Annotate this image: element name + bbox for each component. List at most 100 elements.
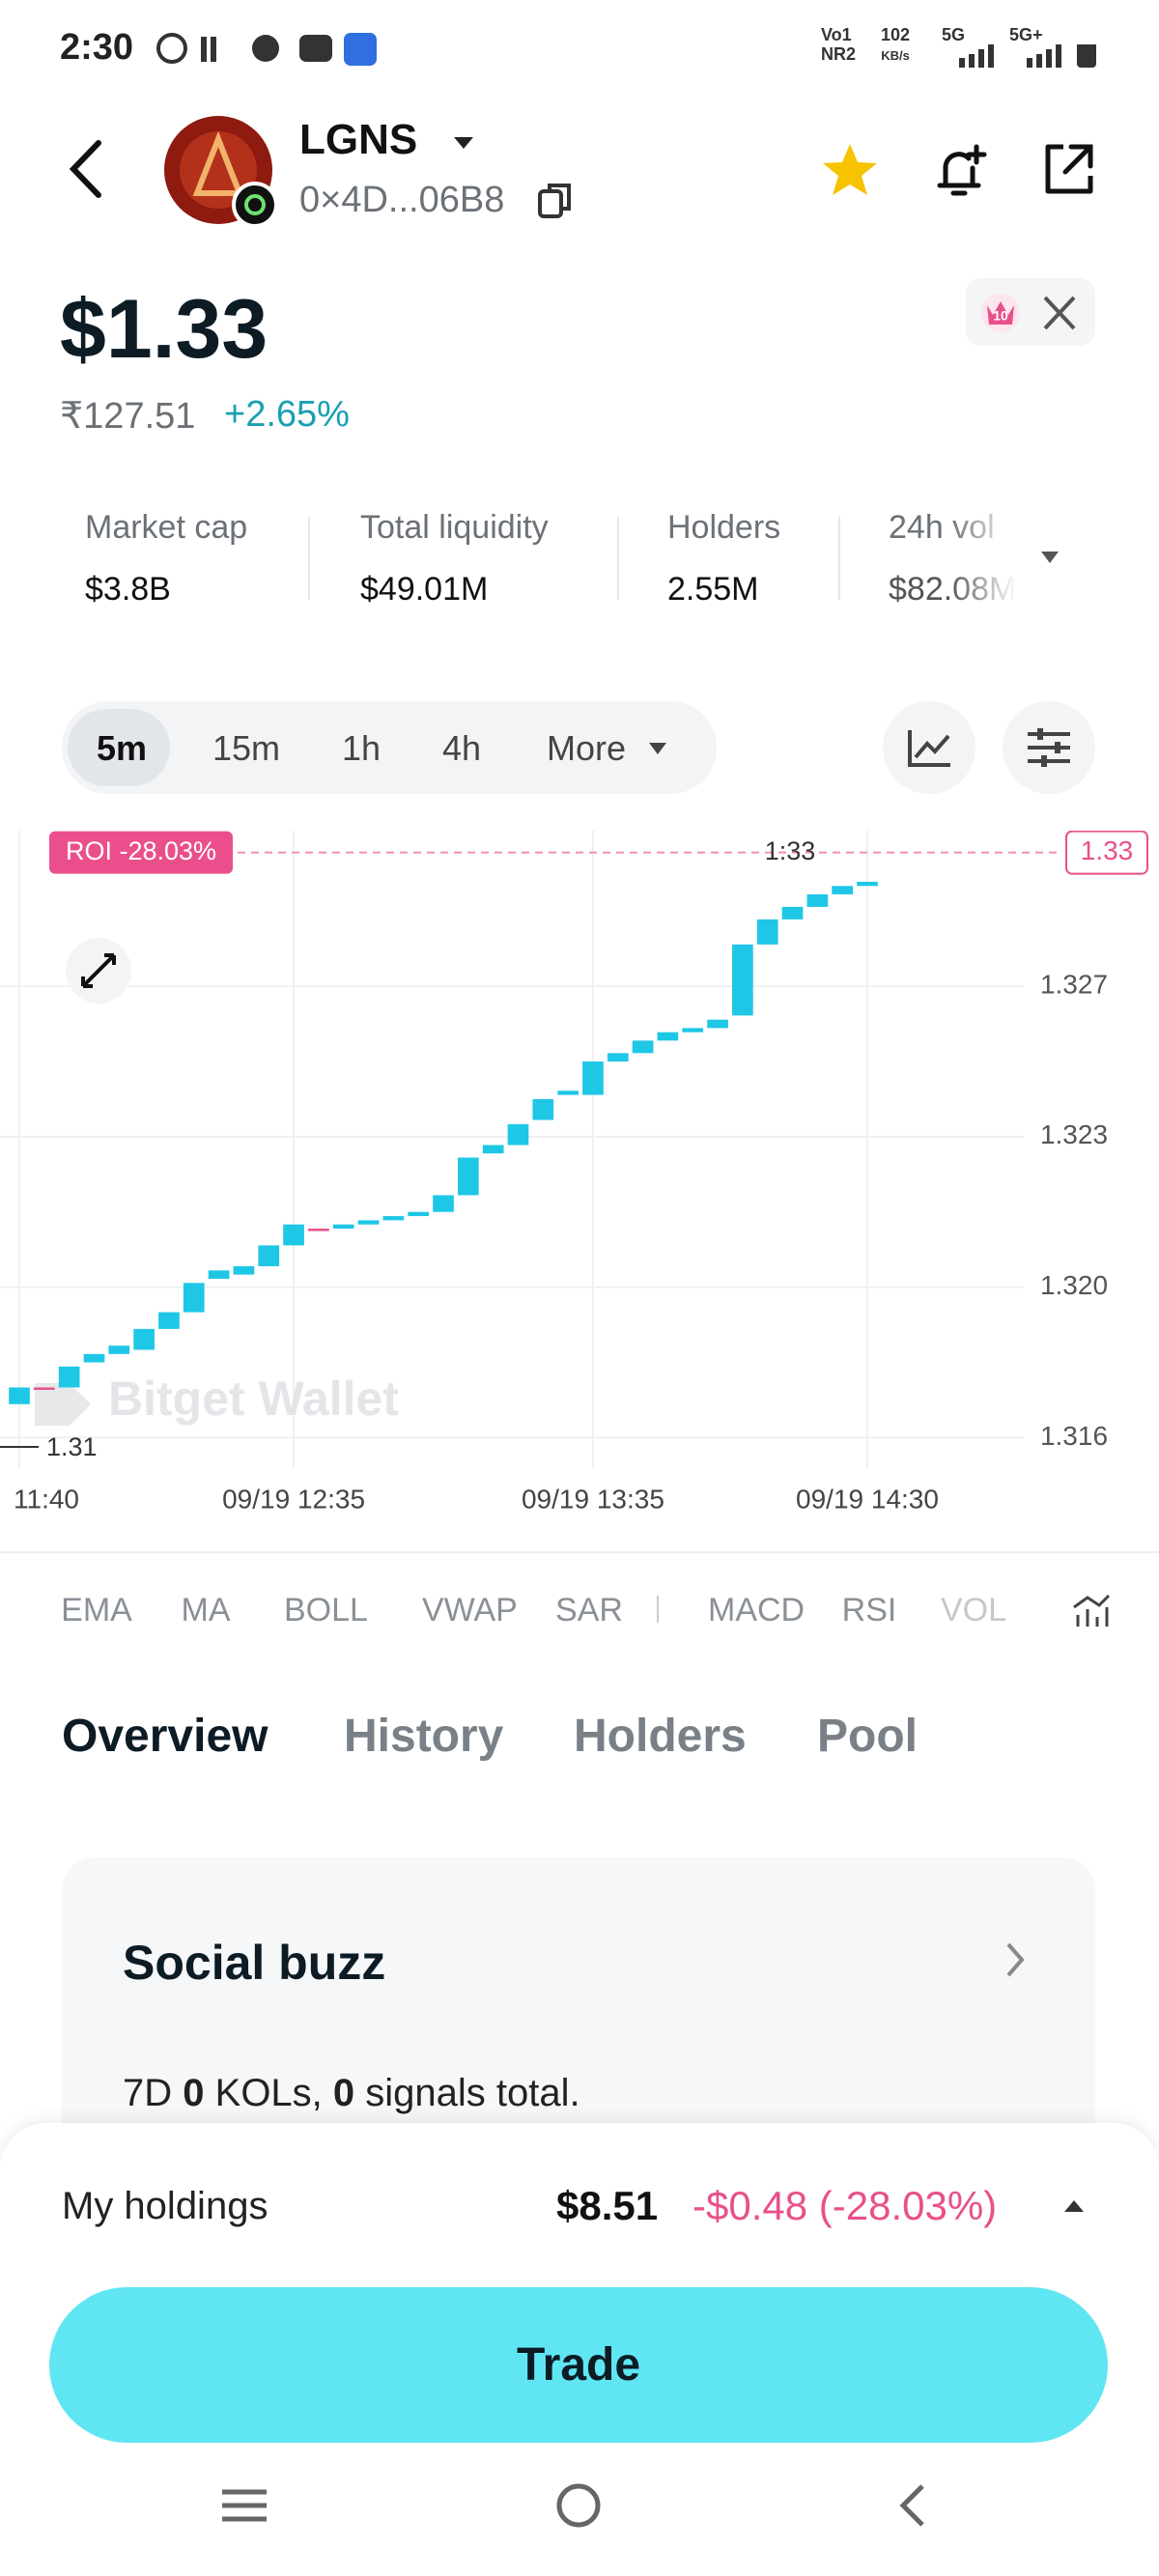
- roi-label: ROI -28.03%: [66, 836, 216, 865]
- candle-body: [781, 906, 804, 920]
- stat-value: $3.8B: [85, 571, 171, 608]
- indicator[interactable]: BOLL: [284, 1592, 368, 1628]
- trade-button[interactable]: Trade: [49, 2287, 1108, 2443]
- social-badges[interactable]: 10: [966, 278, 1095, 346]
- timeframe-bar: 5m 15m 1h 4h More: [62, 701, 717, 794]
- separator: [657, 1596, 659, 1623]
- timeframe-active: [68, 709, 170, 786]
- candle-body: [756, 919, 778, 945]
- candle-body: [806, 893, 829, 907]
- token-icon: [164, 116, 278, 228]
- y-tick-label: 1.323: [1040, 1119, 1108, 1149]
- candle-body: [507, 1123, 529, 1146]
- favorite-star[interactable]: [821, 141, 879, 199]
- card-chevron: [1006, 1942, 1025, 1977]
- stat-faded: 24h vol $82.08M: [889, 502, 1024, 609]
- price-change: +2.65%: [224, 394, 350, 435]
- holdings-toggle[interactable]: [1062, 2196, 1086, 2216]
- indicator[interactable]: MACD: [708, 1592, 806, 1628]
- timeframe[interactable]: 5m: [97, 728, 148, 768]
- share-button[interactable]: [1040, 141, 1098, 199]
- card-title: Social buzz: [123, 1936, 386, 1990]
- token-symbol[interactable]: LGNS: [299, 116, 418, 163]
- indicator-settings[interactable]: [1070, 1592, 1113, 1630]
- bottom-sheet: My holdings $8.51 -$0.48 (-28.03%) Trade: [0, 2123, 1159, 2576]
- candle-body: [208, 1270, 230, 1279]
- candle-body: [158, 1312, 180, 1329]
- candle-body: [632, 1040, 654, 1054]
- alert-button[interactable]: [930, 139, 990, 201]
- rank-badge: 10: [981, 294, 1020, 332]
- candle-body: [607, 1053, 629, 1062]
- timeframe[interactable]: 4h: [442, 728, 482, 768]
- candle-body: [108, 1345, 130, 1354]
- candle-body: [83, 1353, 105, 1363]
- candle-body: [283, 1224, 304, 1246]
- social-summary: 7D 0 KOLs, 0 signals total.: [123, 2072, 580, 2114]
- status-net: Vo1 NR2: [821, 25, 857, 64]
- candle-body: [482, 1145, 504, 1154]
- candle-body: [258, 1245, 280, 1266]
- status-5g-plus: 5G+: [1009, 25, 1043, 44]
- indicator[interactable]: EMA: [61, 1592, 132, 1628]
- indicator[interactable]: VWAP: [422, 1592, 518, 1628]
- timeframe[interactable]: 15m: [212, 728, 281, 768]
- candle-body: [133, 1328, 155, 1350]
- divider: [308, 517, 310, 600]
- candle-body: [9, 1387, 30, 1404]
- x-tick-label: 09/19 13:35: [522, 1484, 664, 1514]
- y-tick-label: 1.316: [1040, 1421, 1108, 1451]
- holdings-value: $8.51: [556, 2183, 659, 2228]
- divider: [838, 517, 840, 600]
- indicator[interactable]: VOL: [940, 1592, 1007, 1628]
- stats-expand[interactable]: [1039, 549, 1060, 566]
- status-icons: [156, 33, 377, 66]
- nav-menu[interactable]: [222, 2489, 267, 2522]
- status-speed: 102 KB/s: [881, 25, 911, 63]
- indicator-row: EMA MA BOLL VWAP SAR MACD RSI VOL: [0, 1592, 1159, 1634]
- tab-active[interactable]: Overview: [62, 1711, 269, 1762]
- nav-back[interactable]: [899, 2484, 924, 2527]
- more-caret: [649, 743, 666, 754]
- indicator[interactable]: MA: [181, 1592, 231, 1628]
- chart-tools[interactable]: [883, 701, 1105, 794]
- status-5g: 5G: [942, 25, 966, 44]
- candle-body: [433, 1195, 454, 1212]
- token-price: $1.33: [60, 283, 269, 376]
- candle-body: [582, 1061, 604, 1095]
- tab[interactable]: Holders: [574, 1711, 747, 1762]
- symbol-caret[interactable]: [452, 133, 475, 153]
- expand-button[interactable]: [66, 938, 131, 1004]
- candle-body: [408, 1211, 430, 1217]
- timeframe[interactable]: 1h: [342, 728, 382, 768]
- signal-icons: [959, 44, 1096, 68]
- nav-home[interactable]: [556, 2483, 601, 2528]
- divider: [0, 1551, 1159, 1553]
- candle-body: [357, 1220, 380, 1225]
- y-tick-label: 1.320: [1040, 1270, 1108, 1300]
- candle-body: [58, 1366, 80, 1388]
- badge-count: 10: [993, 308, 1008, 324]
- divider: [617, 517, 619, 600]
- last-price-label: 1.33: [1081, 835, 1134, 865]
- stat-value: $82.08M: [889, 571, 1017, 608]
- indicator[interactable]: SAR: [555, 1592, 623, 1628]
- stat-label: 24h vol: [889, 509, 995, 546]
- tab[interactable]: History: [344, 1711, 504, 1762]
- x-tick-label: 09/19 14:30: [796, 1484, 939, 1514]
- tab[interactable]: Pool: [817, 1711, 918, 1762]
- holdings-label: My holdings: [62, 2185, 269, 2227]
- copy-button[interactable]: [536, 180, 575, 220]
- back-button[interactable]: [58, 135, 116, 203]
- stat-label: Total liquidity: [360, 509, 549, 546]
- x-tick-label: 09/19 12:35: [222, 1484, 365, 1514]
- x-link[interactable]: [1041, 296, 1078, 330]
- token-address: 0×4D...06B8: [299, 180, 505, 220]
- last-price-box: [1065, 831, 1148, 875]
- timeframe[interactable]: More: [547, 728, 627, 768]
- indicator[interactable]: RSI: [841, 1592, 897, 1628]
- nav-bar: [222, 2483, 924, 2528]
- candle-body: [457, 1157, 479, 1196]
- candle-body: [233, 1265, 255, 1275]
